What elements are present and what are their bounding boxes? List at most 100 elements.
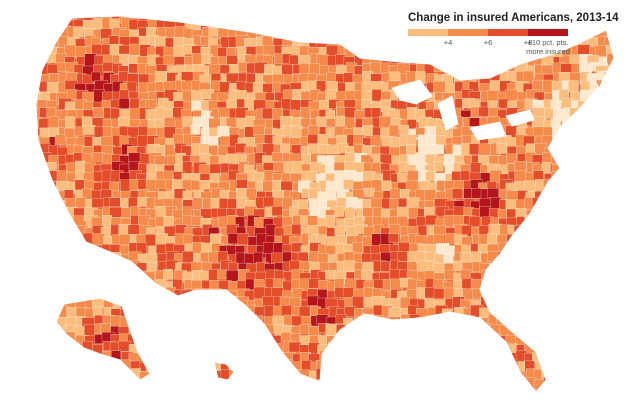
- legend-label-6: +6: [483, 38, 493, 47]
- legend-swatch-2: [448, 29, 488, 36]
- county-cell: [425, 215, 438, 226]
- legend-label-10: +10 pct. pts. more insured: [526, 38, 570, 56]
- county-cell: [471, 188, 482, 199]
- county-cell: [300, 106, 311, 119]
- county-cell: [316, 314, 329, 325]
- county-cell: [496, 142, 507, 154]
- county-cell: [489, 80, 500, 92]
- county-cell: [92, 152, 105, 162]
- county-cell: [352, 189, 364, 199]
- county-cell: [49, 116, 60, 129]
- county-cell: [190, 125, 201, 135]
- county-cell: [445, 232, 456, 244]
- county-cell: [514, 161, 527, 172]
- county-cell: [568, 80, 579, 92]
- county-cell: [424, 287, 436, 299]
- county-cell: [344, 107, 357, 119]
- county-cell: [199, 180, 212, 190]
- county-cell: [364, 187, 375, 198]
- county-cell: [381, 180, 392, 191]
- county-cell: [54, 134, 66, 145]
- county-cell: [388, 233, 399, 243]
- county-cell: [541, 162, 551, 174]
- county-cell: [317, 143, 330, 155]
- county-cell: [217, 126, 230, 138]
- legend-label-4: +4: [443, 38, 453, 47]
- county-cell: [362, 125, 374, 136]
- county-cell: [38, 118, 49, 129]
- county-cell: [225, 117, 239, 128]
- county-cell: [309, 63, 320, 75]
- legend-label-more-insured: more insured: [526, 47, 570, 56]
- county-cell: [406, 144, 416, 156]
- county-cell: [163, 216, 174, 226]
- map-legend: Change in insured Americans, 2013-14 +4 …: [408, 12, 619, 66]
- county-cell: [325, 323, 338, 337]
- county-cell: [209, 163, 222, 174]
- county-cell: [487, 188, 501, 199]
- legend-swatch-3: [488, 29, 528, 36]
- county-cell: [64, 189, 74, 200]
- county-cell: [73, 126, 85, 137]
- county-cell: [470, 251, 481, 263]
- county-cell: [371, 89, 382, 102]
- county-cell: [434, 161, 444, 172]
- county-cell: [433, 144, 445, 155]
- county-cell: [326, 71, 337, 83]
- lake-shape: [469, 121, 507, 141]
- county-cell: [325, 270, 337, 280]
- county-cell: [271, 152, 284, 162]
- county-cell: [109, 197, 122, 207]
- county-cell: [155, 71, 167, 83]
- county-cell: [281, 98, 293, 110]
- legend-label-10-line1: +10 pct. pts.: [527, 38, 569, 47]
- county-cell: [92, 306, 103, 317]
- county-cell: [155, 179, 167, 189]
- county-cell: [138, 82, 148, 95]
- county-cell: [399, 125, 409, 136]
- county-cell: [389, 71, 400, 82]
- county-cell: [289, 54, 299, 65]
- county-cell: [452, 188, 463, 199]
- county-cell: [245, 278, 256, 290]
- county-cell: [56, 180, 70, 191]
- county-cell: [306, 171, 318, 181]
- country-outline: [35, 15, 615, 393]
- county-cell: [181, 80, 192, 91]
- county-cell: [121, 207, 132, 218]
- county-cell: [317, 253, 330, 263]
- county-cell: [91, 198, 105, 208]
- county-cell: [487, 233, 497, 244]
- county-cell: [191, 180, 202, 191]
- county-cell: [273, 242, 284, 255]
- county-cell: [388, 307, 401, 317]
- county-cell: [343, 179, 355, 190]
- county-cell: [487, 90, 500, 102]
- county-cell: [478, 143, 492, 156]
- county-cell: [120, 179, 132, 192]
- county-cell: [577, 44, 591, 55]
- county-cell: [541, 135, 553, 146]
- county-cell: [92, 233, 105, 245]
- county-cell: [253, 171, 264, 183]
- county-cell: [388, 124, 399, 137]
- county-cell: [370, 198, 383, 209]
- county-cell: [362, 207, 373, 218]
- county-cell: [254, 134, 265, 145]
- county-cell: [237, 233, 249, 245]
- county-cell: [301, 360, 312, 372]
- county-cell: [280, 180, 294, 192]
- county-cell: [253, 251, 263, 264]
- county-cell: [389, 269, 401, 280]
- county-cell: [334, 206, 345, 217]
- county-cell: [67, 89, 78, 100]
- county-cell: [298, 199, 308, 211]
- county-cell: [36, 90, 40, 103]
- county-cell: [218, 56, 229, 66]
- county-cell: [135, 234, 147, 244]
- county-cell: [263, 196, 275, 208]
- county-cell: [424, 189, 437, 203]
- county-cell: [433, 81, 446, 94]
- county-cell: [307, 80, 318, 91]
